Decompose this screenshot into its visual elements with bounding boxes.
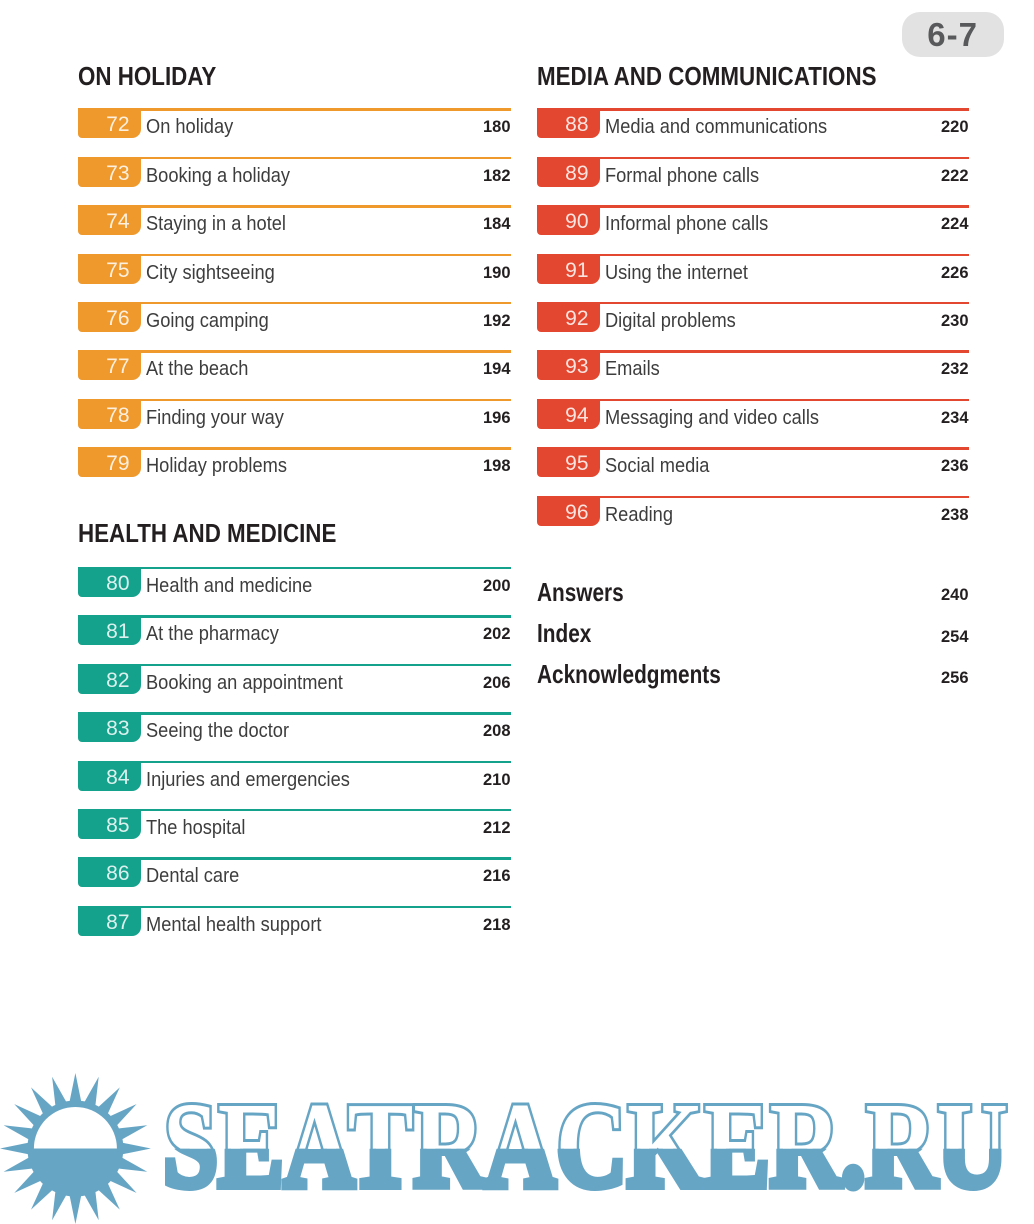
svg-text:SEATRACKER.RU: SEATRACKER.RU	[163, 1078, 1008, 1213]
svg-text:SEATRACKER.RU: SEATRACKER.RU	[163, 1078, 1008, 1213]
